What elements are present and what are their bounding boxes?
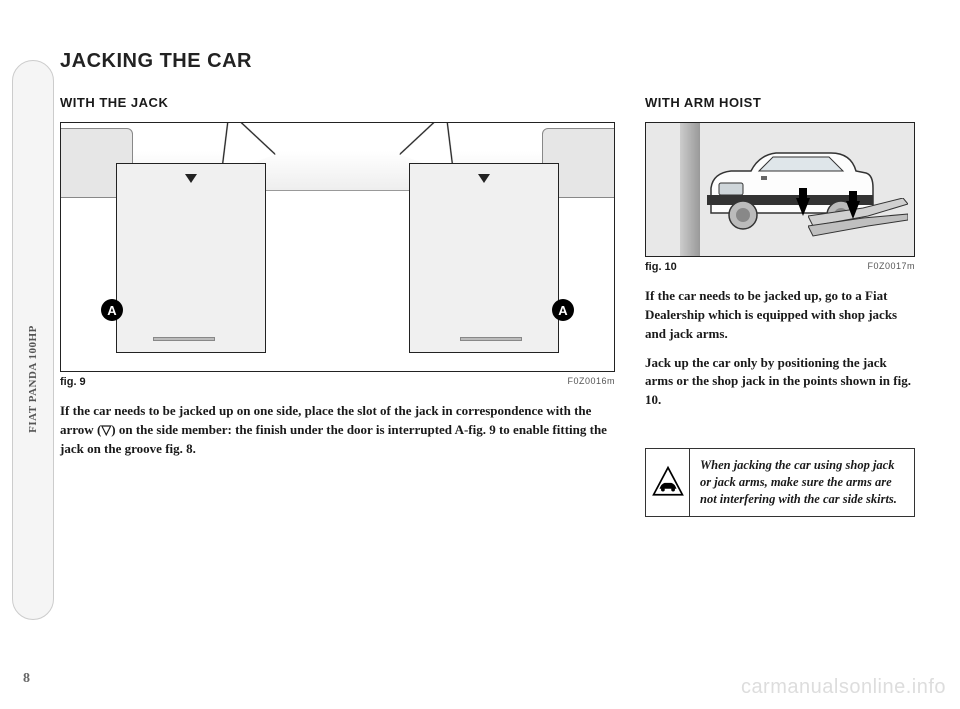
fig9-badge-a-left: A	[101, 299, 123, 321]
fig10-arrow-down-2-icon	[846, 201, 860, 219]
spine-tab: FIAT PANDA 100HP	[12, 60, 54, 620]
fig9-triangle-right-icon	[478, 174, 490, 183]
fig10-arrow-down-1-icon	[796, 198, 810, 216]
figure-9: A A	[60, 122, 615, 372]
fig9-groove-right	[460, 337, 522, 341]
warning-text: When jacking the car using shop jack or …	[690, 449, 914, 516]
fig9-code: F0Z0016m	[567, 376, 615, 388]
fig9-groove-left	[153, 337, 215, 341]
figure-10	[645, 122, 915, 257]
car-warning-icon	[651, 465, 685, 499]
fig10-lift-post	[680, 123, 700, 257]
fig10-label: fig. 10	[645, 261, 677, 273]
spine-label: FIAT PANDA 100HP	[27, 159, 39, 599]
watermark: carmanualsonline.info	[741, 676, 946, 699]
page-number: 8	[23, 671, 30, 687]
right-body-1: If the car needs to be jacked up, go to …	[645, 287, 915, 344]
fig10-code: F0Z0017m	[867, 261, 915, 273]
right-column: WITH ARM HOIST	[645, 95, 915, 517]
fig9-callout-right	[409, 163, 559, 353]
fig9-caption: fig. 9 F0Z0016m	[60, 376, 615, 388]
fig10-caption: fig. 10 F0Z0017m	[645, 261, 915, 273]
content-columns: WITH THE JACK A A fig. 9	[60, 95, 930, 517]
page-title: JACKING THE CAR	[60, 50, 930, 73]
fig9-triangle-left-icon	[185, 174, 197, 183]
left-body-text: If the car needs to be jacked up on one …	[60, 402, 615, 459]
right-body-2: Jack up the car only by positioning the …	[645, 354, 915, 411]
page-content: JACKING THE CAR WITH THE JACK A A	[60, 50, 930, 670]
fig9-badge-a-right: A	[552, 299, 574, 321]
right-subhead: WITH ARM HOIST	[645, 95, 915, 110]
fig9-label: fig. 9	[60, 376, 86, 388]
left-subhead: WITH THE JACK	[60, 95, 615, 110]
left-column: WITH THE JACK A A fig. 9	[60, 95, 615, 517]
warning-box: When jacking the car using shop jack or …	[645, 448, 915, 517]
fig9-callout-left	[116, 163, 266, 353]
warning-icon	[646, 449, 690, 516]
